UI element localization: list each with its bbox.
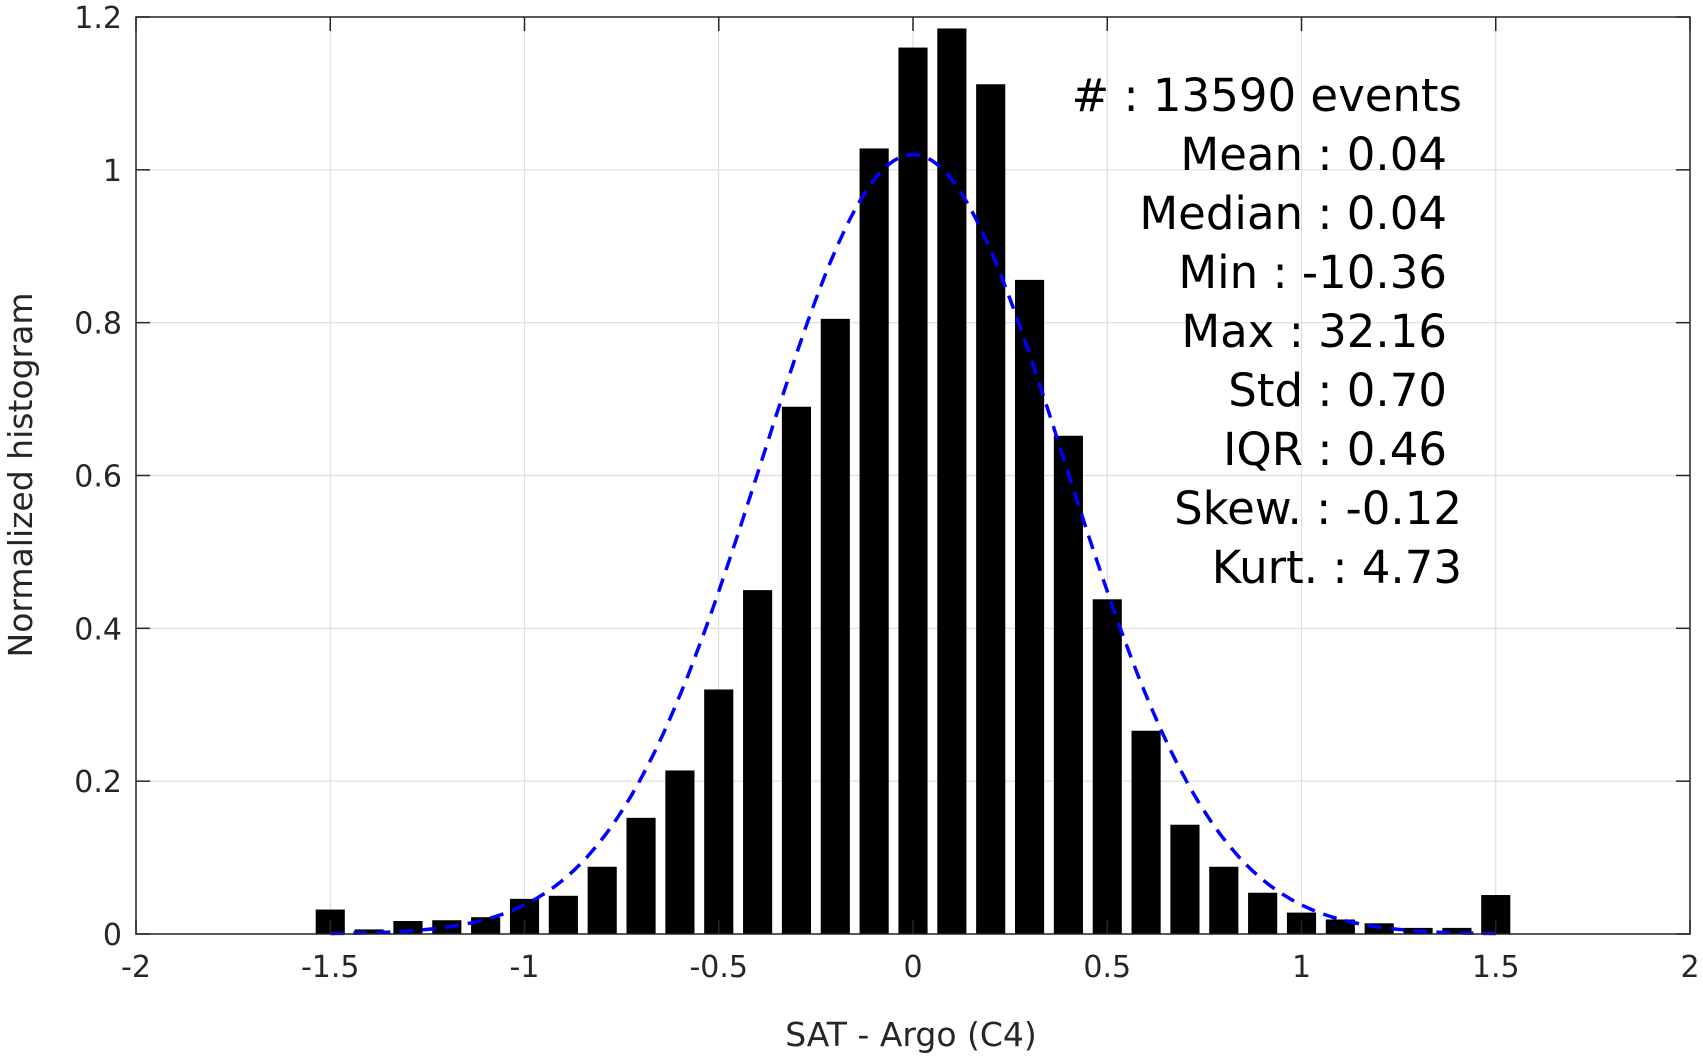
stat-line: IQR : 0.46 [1223, 423, 1447, 476]
histogram-bar [937, 28, 967, 934]
histogram-bar [976, 84, 1006, 935]
x-tick-label: -0.5 [689, 950, 748, 985]
stat-line: Median : 0.04 [1139, 187, 1447, 240]
y-tick-labels: 0 0.2 0.4 0.6 0.8 1 1.2 [74, 1, 122, 953]
x-tick-label: -1 [510, 950, 540, 985]
histogram-bar [354, 929, 384, 934]
histogram-bar [1014, 279, 1045, 935]
histogram-bar [587, 866, 617, 934]
x-tick-label: -2 [121, 950, 151, 985]
histogram-bar [471, 917, 501, 934]
x-tick-label: 0 [903, 950, 922, 985]
x-tick-label: -1.5 [301, 950, 360, 985]
histogram-bar [665, 770, 695, 934]
axis-ticks [135, 16, 1691, 935]
statistics-annotation: # : 13590 events Mean : 0.04 Median : 0.04… [1071, 69, 1462, 594]
y-tick-label: 0.2 [74, 765, 122, 800]
histogram-bar [1325, 919, 1355, 934]
y-tick-label: 0.8 [74, 307, 122, 342]
histogram-bar [1170, 824, 1200, 934]
histogram-bar [548, 895, 578, 934]
stat-line: Min : -10.36 [1178, 246, 1447, 299]
histogram-bar [704, 689, 734, 934]
y-tick-label: 0.6 [74, 460, 122, 495]
histogram-bar [743, 590, 773, 934]
stat-line: Max : 32.16 [1181, 305, 1447, 358]
histogram-bar [1053, 435, 1083, 934]
histogram-bar [1442, 927, 1472, 934]
histogram-bar [781, 406, 812, 935]
y-tick-label: 0.4 [74, 612, 122, 647]
histogram-bar [1248, 892, 1278, 934]
y-tick-label: 1 [103, 154, 122, 189]
histogram-bar [898, 47, 928, 935]
stat-line: Std : 0.70 [1228, 364, 1447, 417]
x-tick-label: 1.5 [1472, 950, 1520, 985]
histogram-bar [1092, 599, 1122, 934]
x-tick-label: 2 [1680, 950, 1699, 985]
histogram-bars [315, 28, 1511, 935]
x-tick-label: 1 [1292, 950, 1311, 985]
y-axis-label: Normalized histogram [1, 293, 40, 658]
stat-line: # : 13590 events [1071, 69, 1462, 122]
stat-line: Kurt. : 4.73 [1212, 541, 1462, 594]
stat-line: Skew. : -0.12 [1174, 482, 1462, 535]
histogram-bar [820, 318, 850, 934]
histogram-bar [1131, 730, 1161, 934]
histogram-bar [626, 817, 656, 934]
stat-line: Mean : 0.04 [1180, 128, 1447, 181]
y-tick-label: 0 [103, 918, 122, 953]
histogram-bar [859, 148, 889, 935]
x-axis-label: SAT - Argo (C4) [785, 1015, 1037, 1054]
y-tick-label: 1.2 [74, 1, 122, 36]
x-tick-label: 0.5 [1083, 950, 1131, 985]
gaussian-fit-curve [330, 152, 1496, 936]
histogram-bar [1209, 866, 1239, 934]
x-tick-labels: -2 -1.5 -1 -0.5 0 0.5 1 1.5 2 [121, 950, 1700, 985]
